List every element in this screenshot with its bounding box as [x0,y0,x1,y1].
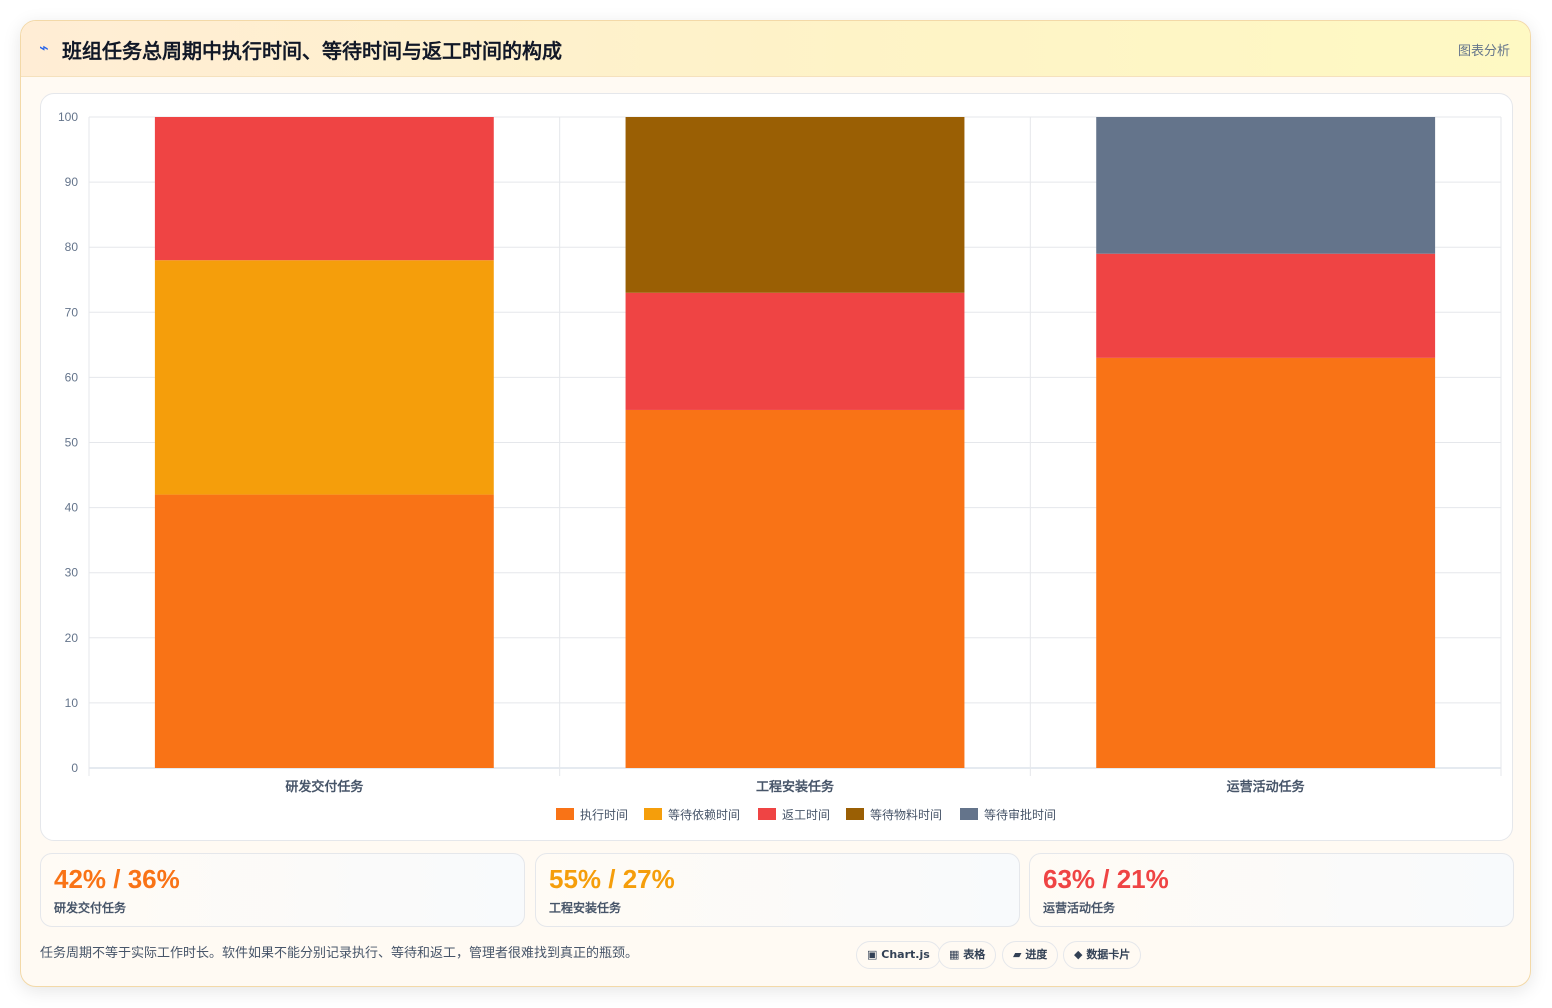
legend-swatch [644,808,662,820]
y-tick-label: 0 [71,761,78,775]
chart-icon: ▣ [867,948,878,961]
y-tick-label: 50 [65,436,79,450]
card-header: ⌁ 班组任务总周期中执行时间、等待时间与返工时间的构成 图表分析 [21,21,1530,77]
stat-card-rd: 42% / 36% 研发交付任务 [40,853,525,927]
progress-icon: ▰ [1013,948,1022,961]
page-title: 班组任务总周期中执行时间、等待时间与返工时间的构成 [62,39,562,63]
bar-segment [625,117,965,293]
legend-swatch [960,808,978,820]
bar-segment [154,117,494,261]
legend-swatch [758,808,776,820]
chart-analysis-label: 图表分析 [1457,44,1510,59]
bar-segment [625,409,965,768]
y-tick-label: 40 [65,501,79,515]
bar-segment [154,260,494,495]
chip-label: 进度 [1025,948,1048,961]
legend-label: 等待物料时间 [870,808,942,822]
legend-label: 等待依赖时间 [668,807,740,822]
legend-label: 等待审批时间 [984,807,1056,822]
table-icon: ▦ [949,948,960,961]
bar-segment [1096,253,1436,358]
stat-label: 运营活动任务 [1043,901,1116,915]
stacked-bar-chart: 0 10 20 30 40 50 60 70 80 90 100 研发交付任务 工程安装任务 运营活动任务… [58,110,1502,822]
stat-value: 63% / 21% [1043,864,1169,894]
y-tick-label: 70 [65,305,79,319]
legend-swatch [556,808,574,820]
y-tick-label: 20 [65,631,79,645]
chip-label: 数据卡片 [1086,948,1131,961]
y-tick-label: 60 [65,370,79,384]
y-tick-label: 100 [58,110,78,124]
chip-progress[interactable]: ▰ 进度 [1002,941,1059,969]
stat-card-engineering: 55% / 27% 工程安装任务 [535,853,1020,927]
stat-card-operations: 63% / 21% 运营活动任务 [1029,853,1514,927]
y-tick-label: 10 [65,696,79,710]
diamond-icon: ◆ [1074,948,1083,961]
chip-label: 表格 [963,948,986,961]
stat-label: 工程安装任务 [549,901,622,915]
legend-label: 返工时间 [782,808,830,822]
y-tick-label: 90 [65,175,79,189]
x-tick-label: 研发交付任务 [285,779,364,795]
chip-label: Chart.js [881,948,930,961]
bar-segment [154,494,494,768]
stat-label: 研发交付任务 [54,901,127,915]
stat-value: 42% / 36% [54,864,180,894]
footnote: 任务周期不等于实际工作时长。软件如果不能分别记录执行、等待和返工，管理者很难找到… [40,946,639,961]
bar-segment [1096,357,1436,768]
legend-label: 执行时间 [580,808,628,822]
chip-table[interactable]: ▦ 表格 [938,941,997,969]
legend-swatch [846,808,864,820]
chip-data-card[interactable]: ◆ 数据卡片 [1063,941,1142,969]
bar-segment [625,292,965,410]
x-tick-label: 运营活动任务 [1227,779,1306,795]
y-tick-label: 30 [65,566,79,580]
stat-value: 55% / 27% [549,864,675,894]
chart-panel: 0 10 20 30 40 50 60 70 80 90 100 研发交付任务 工程安装任务 运营活动任务… [40,93,1513,841]
chip-chartjs[interactable]: ▣ Chart.js [856,941,941,969]
bar-segment [1096,117,1436,254]
y-tick-label: 80 [65,240,79,254]
lightning-icon: ⌁ [39,38,49,57]
chart-card: ⌁ 班组任务总周期中执行时间、等待时间与返工时间的构成 图表分析 0 10 20 30… [20,20,1531,987]
x-tick-label: 工程安装任务 [756,779,835,795]
